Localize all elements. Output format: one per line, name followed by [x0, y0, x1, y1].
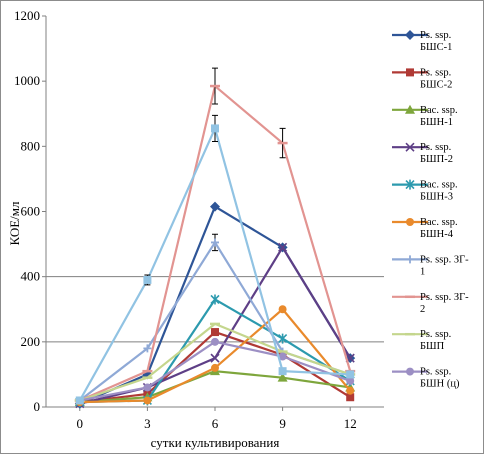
legend-label: БШН (ц) [420, 379, 460, 390]
legend-item: Ps. ssp. ЗГ-2 [392, 292, 469, 315]
x-tick-label: 12 [344, 416, 357, 431]
legend-swatch-marker [406, 367, 414, 376]
data-point [278, 367, 287, 376]
legend-label: БШН-3 [420, 192, 453, 203]
data-point [143, 344, 152, 353]
y-tick-label: 1200 [14, 8, 40, 23]
data-point [346, 386, 355, 395]
legend-item: Ps. ssp.БШН (ц) [392, 367, 460, 390]
legend-item: Bac. ssp.БШН-3 [392, 179, 458, 203]
legend-swatch-marker [406, 255, 414, 264]
x-tick-label: 9 [279, 416, 286, 431]
x-tick-label: 0 [77, 416, 84, 431]
legend-label: БШН-1 [420, 117, 453, 128]
data-point [210, 353, 220, 363]
legend-label: Ps. ssp. [420, 30, 451, 41]
data-point [211, 124, 219, 133]
x-tick-label: 6 [212, 416, 219, 431]
legend-label: Ps. ssp. [420, 329, 451, 340]
y-tick-label: 600 [21, 204, 41, 219]
legend-label: Bac. ssp. [420, 217, 458, 228]
legend-swatch-marker [405, 104, 415, 114]
legend-item: Bac. ssp.БШН-1 [392, 104, 458, 128]
data-point [346, 376, 355, 385]
data-point [143, 396, 152, 405]
legend-swatch-marker [406, 68, 414, 77]
legend-item: Ps. ssp.БШС-2 [392, 67, 452, 90]
data-point [143, 383, 152, 392]
y-tick-label: 800 [21, 138, 41, 153]
legend-label: Bac. ssp. [420, 105, 458, 116]
data-point [211, 238, 219, 247]
legend-label: 2 [420, 304, 425, 315]
data-point [278, 352, 287, 361]
y-tick-label: 400 [21, 269, 41, 284]
legend-label: Ps. ssp. ЗГ- [420, 292, 469, 303]
legend-swatch-marker [405, 30, 415, 40]
data-point [277, 372, 288, 382]
series-6 [75, 305, 355, 407]
legend-swatch-marker [405, 179, 415, 190]
legend-swatch-marker [406, 218, 414, 226]
series-7 [75, 233, 355, 405]
series-line [79, 246, 352, 405]
legend-label: БШС-1 [420, 42, 452, 53]
x-tick-label: 3 [144, 416, 151, 431]
legend-item: Ps. ssp.БШС-1 [392, 30, 452, 53]
legend-item: Ps. ssp. ЗГ-1 [392, 254, 469, 277]
y-axis-title: КОЕ/мл [7, 201, 22, 246]
series-11 [75, 114, 355, 405]
data-point [75, 396, 84, 405]
legend-label: БШН-4 [420, 229, 454, 240]
legend-label: 1 [420, 266, 425, 277]
legend-label: Ps. ssp. ЗГ- [420, 254, 469, 265]
data-point [211, 328, 219, 337]
y-tick-label: 1000 [14, 73, 40, 88]
series-8 [74, 67, 356, 402]
series-line [79, 241, 351, 402]
x-axis-title: сутки культивирования [151, 435, 280, 450]
legend-label: Bac. ssp. [420, 180, 458, 191]
data-point [278, 305, 287, 314]
data-point [210, 201, 220, 212]
legend-label: Ps. ssp. [420, 142, 451, 153]
legend-swatch-marker [405, 142, 415, 152]
series-1 [74, 201, 356, 409]
legend-label: Ps. ssp. [420, 367, 451, 378]
legend-label: БШП [420, 341, 445, 352]
data-point [211, 337, 219, 346]
legend-item: Ps. ssp.БШП-2 [392, 142, 453, 165]
data-point [346, 393, 355, 402]
y-tick-label: 200 [21, 334, 41, 349]
legend-label: Ps. ssp. [420, 67, 451, 78]
legend-item: Ps. ssp.БШП [392, 329, 451, 352]
y-tick-label: 0 [34, 399, 41, 414]
data-point [211, 363, 219, 372]
legend-item: Bac. ssp.БШН-4 [392, 217, 458, 240]
series-5 [75, 294, 355, 408]
data-point [210, 294, 220, 305]
data-point [278, 242, 288, 252]
legend-label: БШС-2 [420, 79, 452, 90]
data-point [143, 275, 152, 284]
data-point [346, 370, 355, 379]
legend-label: БШП-2 [420, 154, 453, 165]
data-point [278, 333, 288, 344]
